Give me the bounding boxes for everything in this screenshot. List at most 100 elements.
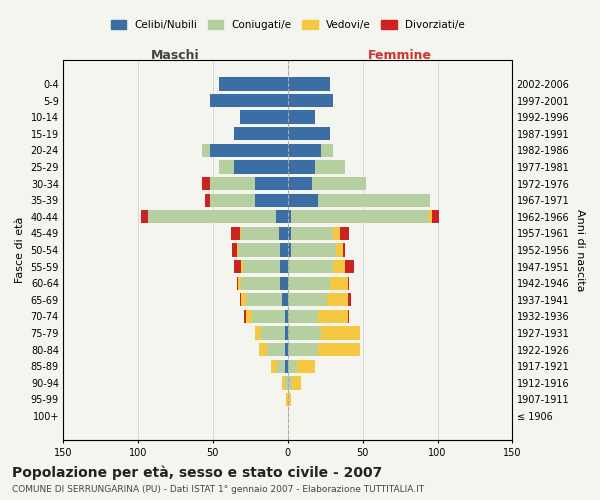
Bar xyxy=(320,144,332,157)
Text: Femmine: Femmine xyxy=(368,50,432,62)
Bar xyxy=(288,360,297,373)
Bar xyxy=(329,276,347,290)
Bar xyxy=(288,343,318,356)
Bar xyxy=(288,226,291,240)
Bar xyxy=(244,310,246,323)
Bar xyxy=(240,110,288,124)
Bar xyxy=(280,244,288,256)
Bar xyxy=(286,393,288,406)
Bar xyxy=(285,326,288,340)
Bar xyxy=(267,343,285,356)
Bar xyxy=(241,226,279,240)
Bar xyxy=(343,244,344,256)
Bar xyxy=(255,194,288,207)
Bar xyxy=(288,110,315,124)
Bar xyxy=(288,276,329,290)
Bar xyxy=(280,276,288,290)
Bar xyxy=(202,144,210,157)
Bar xyxy=(255,326,261,340)
Bar xyxy=(288,177,312,190)
Bar xyxy=(288,376,292,390)
Bar xyxy=(340,226,349,240)
Bar xyxy=(332,260,344,274)
Text: COMUNE DI SERRUNGARINA (PU) - Dati ISTAT 1° gennaio 2007 - Elaborazione TUTTITAL: COMUNE DI SERRUNGARINA (PU) - Dati ISTAT… xyxy=(12,485,424,494)
Bar xyxy=(282,376,285,390)
Bar xyxy=(291,226,332,240)
Bar xyxy=(246,310,252,323)
Text: Popolazione per età, sesso e stato civile - 2007: Popolazione per età, sesso e stato civil… xyxy=(12,465,382,479)
Bar xyxy=(205,194,210,207)
Bar xyxy=(315,160,344,173)
Bar xyxy=(285,360,288,373)
Bar xyxy=(288,94,332,107)
Bar xyxy=(238,276,241,290)
Bar xyxy=(141,210,148,224)
Bar xyxy=(240,293,241,306)
Bar xyxy=(241,260,243,274)
Bar xyxy=(237,276,238,290)
Bar xyxy=(288,144,320,157)
Bar xyxy=(285,376,288,390)
Bar xyxy=(202,177,210,190)
Y-axis label: Anni di nascita: Anni di nascita xyxy=(575,209,585,291)
Bar xyxy=(280,260,288,274)
Bar xyxy=(318,310,347,323)
Bar xyxy=(210,94,288,107)
Bar xyxy=(243,260,280,274)
Bar xyxy=(237,244,238,256)
Bar xyxy=(276,210,288,224)
Bar xyxy=(210,194,255,207)
Bar xyxy=(292,376,301,390)
Bar xyxy=(259,343,267,356)
Bar xyxy=(297,360,315,373)
Bar xyxy=(288,410,289,422)
Bar xyxy=(320,326,359,340)
Bar xyxy=(335,244,343,256)
Bar xyxy=(288,244,291,256)
Bar xyxy=(261,326,285,340)
Bar xyxy=(288,194,318,207)
Bar xyxy=(288,160,315,173)
Bar xyxy=(241,293,246,306)
Bar xyxy=(234,160,288,173)
Bar xyxy=(219,78,288,90)
Bar xyxy=(318,343,359,356)
Bar xyxy=(271,360,277,373)
Bar xyxy=(277,360,285,373)
Bar xyxy=(232,244,237,256)
Bar xyxy=(285,343,288,356)
Bar xyxy=(246,293,282,306)
Bar xyxy=(148,210,276,224)
Bar xyxy=(428,210,431,224)
Bar xyxy=(291,210,428,224)
Bar xyxy=(288,393,291,406)
Bar xyxy=(231,226,240,240)
Bar xyxy=(288,210,291,224)
Bar xyxy=(240,226,241,240)
Bar xyxy=(431,210,439,224)
Bar xyxy=(285,310,288,323)
Y-axis label: Fasce di età: Fasce di età xyxy=(15,217,25,283)
Bar xyxy=(347,276,349,290)
Bar xyxy=(288,310,318,323)
Bar xyxy=(219,160,234,173)
Bar xyxy=(288,326,320,340)
Bar xyxy=(210,177,255,190)
Bar xyxy=(282,293,288,306)
Bar xyxy=(288,293,326,306)
Bar xyxy=(234,260,241,274)
Bar xyxy=(252,310,285,323)
Bar xyxy=(288,127,329,140)
Bar xyxy=(255,177,288,190)
Bar xyxy=(347,310,349,323)
Bar xyxy=(318,194,430,207)
Text: Maschi: Maschi xyxy=(151,50,200,62)
Bar xyxy=(312,177,365,190)
Bar xyxy=(291,244,335,256)
Bar xyxy=(210,144,288,157)
Bar xyxy=(332,226,340,240)
Bar xyxy=(234,127,288,140)
Bar xyxy=(288,78,329,90)
Bar xyxy=(288,260,332,274)
Bar xyxy=(279,226,288,240)
